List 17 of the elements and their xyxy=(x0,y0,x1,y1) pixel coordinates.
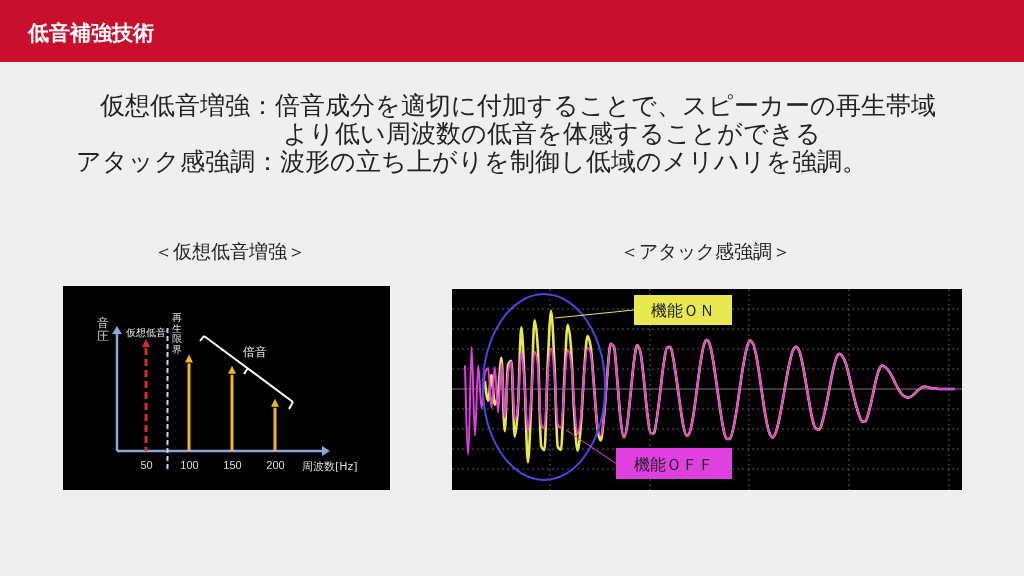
annotation: 再生限界 xyxy=(171,312,182,355)
x-tick-label: 50 xyxy=(140,458,153,471)
text: 仮想低音増強：倍音成分を適切に付加することで、スピーカーの再生帯域 xyxy=(99,91,936,120)
x-tick-label: 200 xyxy=(266,458,285,471)
text: より低い周波数の低音を体感することができる xyxy=(283,119,821,148)
x-tick-label: 150 xyxy=(223,458,242,471)
chart-title: ＜アタック感強調＞ xyxy=(619,240,791,262)
x-tick-label: 100 xyxy=(180,458,199,471)
annotation: 倍音 xyxy=(243,345,267,359)
text: 仮想低音 xyxy=(126,327,166,338)
text: アタック感強調：波形の立ち上がりを制御し低域のメリハリを強調。 xyxy=(76,147,867,176)
legend-label: 機能ＯＮ xyxy=(651,301,715,320)
text: 低音補強技術 xyxy=(27,21,154,45)
chart-title: ＜仮想低音増強＞ xyxy=(154,240,306,262)
x-axis-title: 周波数[Hz] xyxy=(302,460,358,473)
series-label: 機能ＯＦＦ xyxy=(634,454,714,474)
y-axis-title: 音圧 xyxy=(97,316,109,343)
